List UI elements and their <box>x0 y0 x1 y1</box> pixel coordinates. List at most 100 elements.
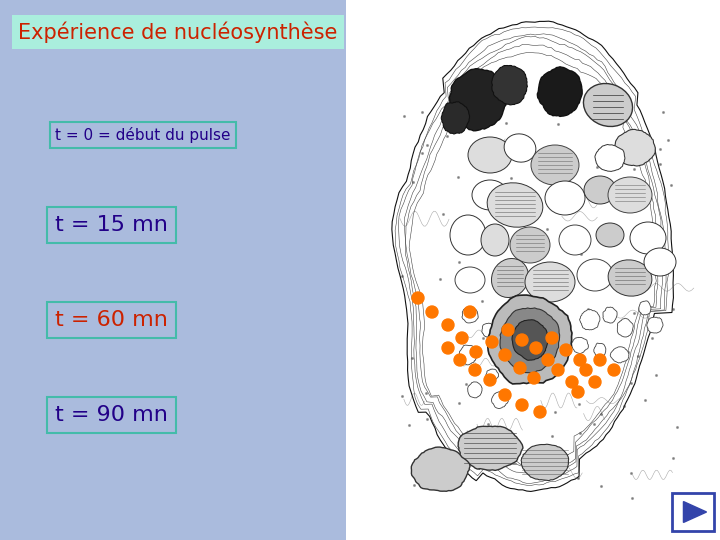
Point <box>399 112 410 120</box>
Point <box>572 474 584 482</box>
Point <box>626 494 638 502</box>
Text: t = 15 mn: t = 15 mn <box>55 215 168 235</box>
Ellipse shape <box>644 248 676 276</box>
Point <box>574 429 585 437</box>
Polygon shape <box>603 307 617 323</box>
Ellipse shape <box>596 223 624 247</box>
Point <box>575 250 586 259</box>
Point <box>626 469 637 478</box>
Circle shape <box>454 354 466 366</box>
Point <box>500 328 511 336</box>
Point <box>439 341 451 349</box>
Polygon shape <box>411 447 470 491</box>
Point <box>546 432 557 441</box>
Point <box>441 132 453 140</box>
Polygon shape <box>512 320 548 360</box>
Ellipse shape <box>450 215 486 255</box>
Circle shape <box>589 376 601 388</box>
Point <box>549 455 560 463</box>
Point <box>505 173 516 182</box>
Circle shape <box>560 344 572 356</box>
Polygon shape <box>482 323 494 337</box>
Polygon shape <box>647 317 663 333</box>
Polygon shape <box>639 301 651 315</box>
Point <box>396 271 408 280</box>
Circle shape <box>534 406 546 418</box>
Point <box>451 332 463 341</box>
Ellipse shape <box>608 177 652 213</box>
Point <box>610 366 621 375</box>
Polygon shape <box>594 343 606 357</box>
Point <box>477 140 488 149</box>
Polygon shape <box>392 18 675 492</box>
Ellipse shape <box>525 262 575 302</box>
Point <box>652 249 663 258</box>
Point <box>603 225 615 233</box>
Polygon shape <box>487 295 572 384</box>
Polygon shape <box>595 145 625 171</box>
Polygon shape <box>572 338 588 354</box>
Point <box>396 392 408 400</box>
Point <box>482 420 493 428</box>
Point <box>618 402 630 410</box>
Point <box>654 144 666 153</box>
Point <box>582 305 594 314</box>
Circle shape <box>514 362 526 374</box>
Ellipse shape <box>468 137 512 173</box>
Polygon shape <box>683 502 706 523</box>
Bar <box>0 0 346 540</box>
Point <box>662 136 674 144</box>
Point <box>626 378 637 387</box>
Ellipse shape <box>545 181 585 215</box>
Ellipse shape <box>630 222 666 254</box>
Point <box>622 348 634 356</box>
Circle shape <box>456 332 468 344</box>
Point <box>623 183 634 192</box>
Ellipse shape <box>577 259 613 291</box>
Circle shape <box>470 346 482 358</box>
Ellipse shape <box>492 259 528 298</box>
Circle shape <box>464 306 476 318</box>
Point <box>595 410 607 418</box>
Point <box>421 415 433 423</box>
Polygon shape <box>486 369 498 381</box>
Circle shape <box>502 324 514 336</box>
Circle shape <box>442 319 454 331</box>
Point <box>416 108 428 117</box>
Point <box>421 140 433 149</box>
Point <box>403 421 415 430</box>
Point <box>595 482 606 490</box>
Point <box>573 400 585 409</box>
Polygon shape <box>611 347 629 363</box>
Ellipse shape <box>608 260 652 296</box>
Bar <box>672 493 714 531</box>
Circle shape <box>572 386 584 398</box>
Circle shape <box>426 306 438 318</box>
Polygon shape <box>617 318 634 337</box>
Ellipse shape <box>583 84 633 126</box>
Point <box>531 293 542 301</box>
Point <box>667 305 678 313</box>
Circle shape <box>530 342 542 354</box>
Circle shape <box>580 364 592 376</box>
Circle shape <box>516 399 528 411</box>
Point <box>500 119 511 128</box>
Point <box>510 289 521 298</box>
Ellipse shape <box>455 267 485 293</box>
Ellipse shape <box>559 225 591 255</box>
Point <box>541 293 553 301</box>
Point <box>588 420 600 429</box>
Ellipse shape <box>472 180 508 210</box>
Point <box>541 225 552 233</box>
Ellipse shape <box>531 145 579 185</box>
Point <box>460 380 472 388</box>
Ellipse shape <box>481 224 509 256</box>
Point <box>406 353 418 362</box>
Circle shape <box>552 364 564 376</box>
Point <box>451 173 463 181</box>
Point <box>629 165 640 173</box>
Point <box>526 373 537 381</box>
Point <box>408 178 419 187</box>
Point <box>553 120 564 129</box>
Circle shape <box>484 374 496 386</box>
